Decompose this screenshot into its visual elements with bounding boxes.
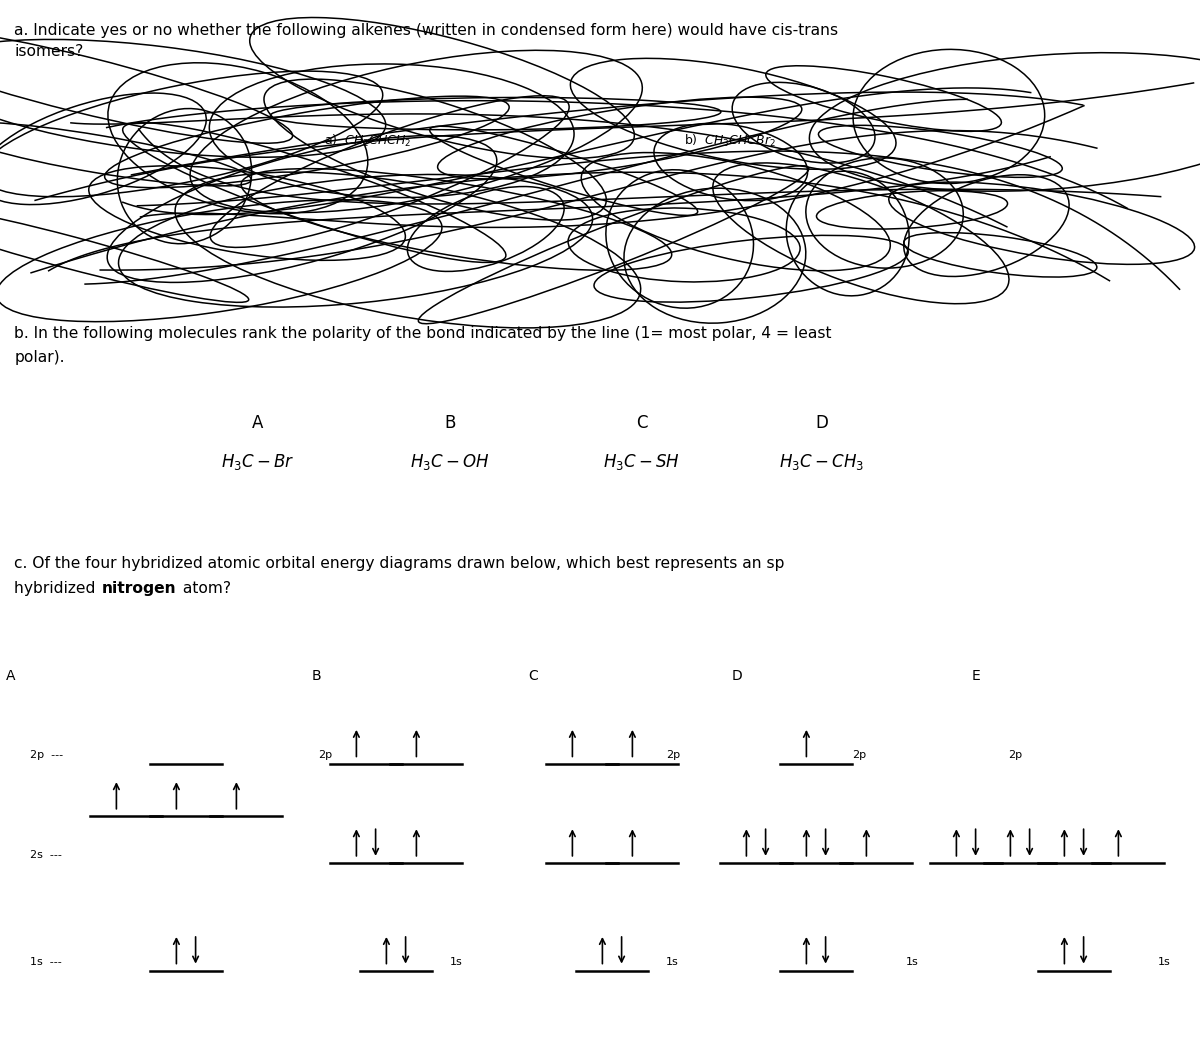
Text: D: D (816, 413, 828, 432)
Text: B: B (444, 413, 456, 432)
Text: isomers?: isomers? (14, 44, 84, 59)
Text: 2p: 2p (318, 750, 332, 760)
Text: $H_3C-CH_3$: $H_3C-CH_3$ (780, 452, 864, 473)
Text: $H_3C-Br$: $H_3C-Br$ (221, 452, 295, 473)
Text: $H_3C-SH$: $H_3C-SH$ (604, 452, 680, 473)
Text: c. Of the four hybridized atomic orbital energy diagrams drawn below, which best: c. Of the four hybridized atomic orbital… (14, 556, 785, 571)
Text: hybridized: hybridized (14, 581, 101, 595)
Text: B: B (312, 669, 322, 683)
Text: C: C (528, 669, 538, 683)
Text: 1s: 1s (1158, 957, 1171, 968)
Text: 1s: 1s (666, 957, 679, 968)
Text: 2p: 2p (666, 750, 680, 760)
Text: E: E (972, 669, 980, 683)
Text: b)  $CH_3CHCBr_2$: b) $CH_3CHCBr_2$ (684, 133, 776, 150)
Text: atom?: atom? (178, 581, 230, 595)
Text: a. Indicate yes or no whether the following alkenes (written in condensed form h: a. Indicate yes or no whether the follow… (14, 23, 839, 38)
Text: nitrogen: nitrogen (102, 581, 176, 595)
Text: polar).: polar). (14, 350, 65, 365)
Text: 2s  ---: 2s --- (30, 849, 62, 860)
Text: A: A (6, 669, 16, 683)
Text: 1s: 1s (906, 957, 919, 968)
Text: a)  $CH_2CHCH_2$: a) $CH_2CHCH_2$ (324, 133, 412, 150)
Text: 2p: 2p (1008, 750, 1022, 760)
Text: b. In the following molecules rank the polarity of the bond indicated by the lin: b. In the following molecules rank the p… (14, 326, 832, 341)
Text: 2p: 2p (852, 750, 866, 760)
Text: $H_3C-OH$: $H_3C-OH$ (410, 452, 490, 473)
Text: 2p  ---: 2p --- (30, 750, 64, 760)
Text: 1s  ---: 1s --- (30, 957, 61, 968)
Text: D: D (732, 669, 743, 683)
Text: C: C (636, 413, 648, 432)
Text: A: A (252, 413, 264, 432)
Text: 1s: 1s (450, 957, 463, 968)
